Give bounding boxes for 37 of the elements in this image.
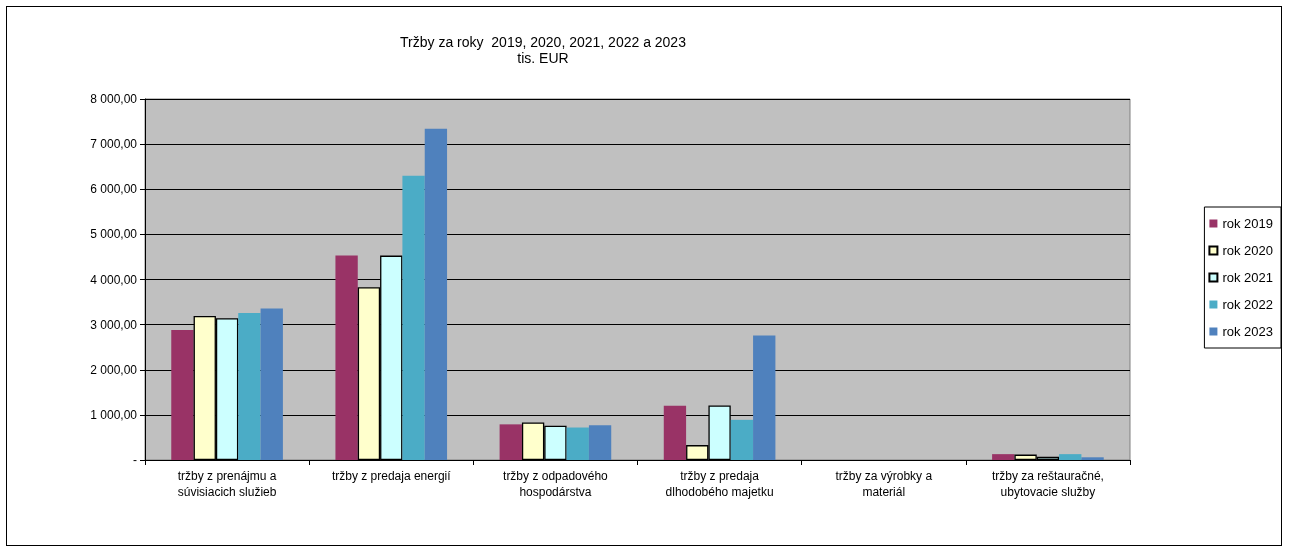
legend-label: rok 2021 (1222, 270, 1273, 285)
x-tick-label: tržby za výrobky a materiál (835, 469, 933, 499)
bar (1081, 457, 1104, 460)
y-tick-label: 6 000,00 (90, 182, 138, 197)
chart-subtitle: tis. EUR (517, 50, 569, 66)
legend-label: rok 2022 (1222, 297, 1273, 312)
bar (171, 330, 194, 460)
bar (402, 175, 425, 460)
y-tick-label: 7 000,00 (90, 137, 138, 152)
bar (499, 424, 522, 460)
bar (992, 454, 1015, 460)
y-tick-label: 5 000,00 (90, 227, 138, 242)
y-tick-label: - (133, 453, 137, 467)
bar (424, 128, 448, 460)
bar (663, 405, 687, 460)
y-tick-label: 8 000,00 (90, 92, 138, 106)
x-tick-label: tržby z predaja dlhodobého majetku (665, 469, 774, 499)
y-tick-label: 4 000,00 (90, 272, 138, 287)
bar (335, 255, 358, 460)
y-tick-label: 1 000,00 (90, 407, 138, 422)
chart-title: Tržby za roky 2019, 2020, 2021, 2022 a 2023 (400, 34, 687, 50)
x-tick-label: tržby z predaja energií (331, 469, 452, 483)
bar (260, 308, 283, 460)
bar (753, 335, 776, 460)
bar (1059, 454, 1082, 460)
y-tick-label: 3 000,00 (90, 317, 138, 332)
bar (588, 425, 612, 460)
legend-label: rok 2019 (1222, 216, 1273, 231)
bar (238, 312, 261, 460)
bar (730, 419, 754, 460)
legend-label: rok 2023 (1222, 324, 1273, 339)
x-tick-label: tržby za reštauračné, ubytovacie služby (991, 469, 1104, 499)
bar (566, 427, 589, 460)
y-tick-label: 2 000,00 (90, 362, 138, 377)
x-tick-label: tržby z odpadového hospodárstva (503, 469, 609, 499)
legend-label: rok 2020 (1222, 243, 1273, 258)
x-tick-label: tržby z prenájmu a súvisiacich služieb (177, 469, 277, 499)
